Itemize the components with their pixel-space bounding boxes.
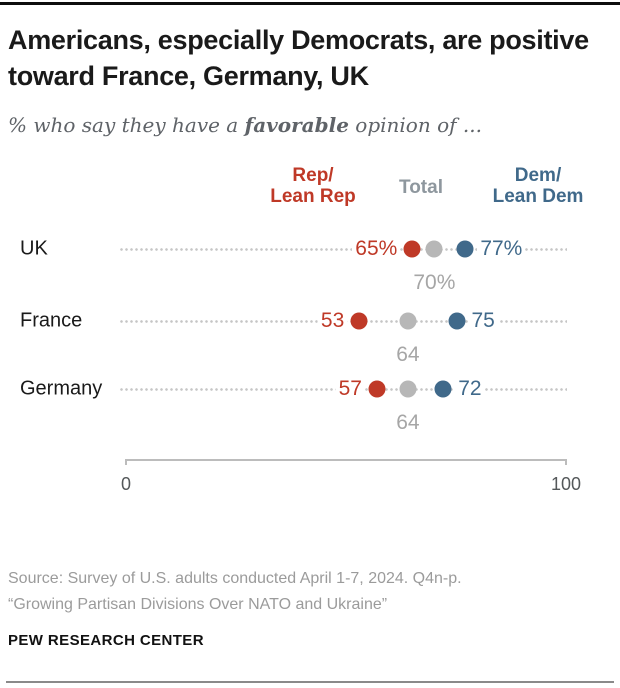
legend-dem-line1: Dem/ <box>514 165 562 186</box>
dem-value-label-germany: 72 <box>455 377 485 401</box>
x-axis-tick-label-0: 0 <box>120 474 132 494</box>
legend-rep-label: Rep/ Lean Rep <box>270 165 356 207</box>
total-value-label-uk: 70% <box>413 271 456 294</box>
dem-value-label-uk: 77% <box>477 237 526 261</box>
legend-dem-line2: Lean Dem <box>492 186 584 207</box>
subtitle-prefix: % who say they have a <box>8 113 245 137</box>
dem-dot-germany <box>434 380 452 398</box>
bottom-border-rule <box>6 681 614 683</box>
rep-dot-uk <box>403 240 421 258</box>
chart-subtitle: % who say they have a favorable opinion … <box>8 113 608 137</box>
leader-line-uk <box>120 247 567 251</box>
x-axis-tick-label-100: 100 <box>550 474 582 494</box>
subtitle-suffix: opinion of ... <box>348 113 482 137</box>
legend-total-label: Total <box>399 177 443 198</box>
category-label-germany: Germany <box>20 377 103 400</box>
subtitle-bold-word: favorable <box>244 113 349 137</box>
total-dot-germany <box>399 380 417 398</box>
legend-rep-line1: Rep/ <box>292 165 334 186</box>
total-dot-france <box>399 312 417 330</box>
dem-dot-uk <box>456 240 474 258</box>
legend-rep-line2: Lean Rep <box>270 186 356 207</box>
dem-dot-france <box>448 312 465 330</box>
dem-value-label-france: 75 <box>468 309 498 333</box>
total-dot-uk <box>425 240 443 258</box>
source-line-2: “Growing Partisan Divisions Over NATO an… <box>8 596 388 613</box>
pew-research-center-wordmark: PEW RESEARCH CENTER <box>8 632 204 649</box>
total-value-label-france: 64 <box>396 343 420 366</box>
rep-value-label-france: 53 <box>317 309 348 333</box>
category-label-france: France <box>20 309 83 332</box>
legend-dem-label: Dem/ Lean Dem <box>493 165 584 207</box>
rep-dot-france <box>350 312 368 330</box>
rep-value-label-germany: 57 <box>335 377 365 401</box>
category-label-uk: UK <box>20 237 48 260</box>
rep-value-label-uk: 65% <box>352 237 401 261</box>
source-note: Source: Survey of U.S. adults conducted … <box>8 566 608 618</box>
rep-dot-germany <box>368 380 386 398</box>
top-border-rule <box>0 2 620 5</box>
total-value-label-germany: 64 <box>396 411 420 434</box>
page-title: Americans, especially Democrats, are pos… <box>8 25 589 91</box>
x-axis-bracket <box>125 459 567 465</box>
source-line-1: Source: Survey of U.S. adults conducted … <box>8 570 462 587</box>
